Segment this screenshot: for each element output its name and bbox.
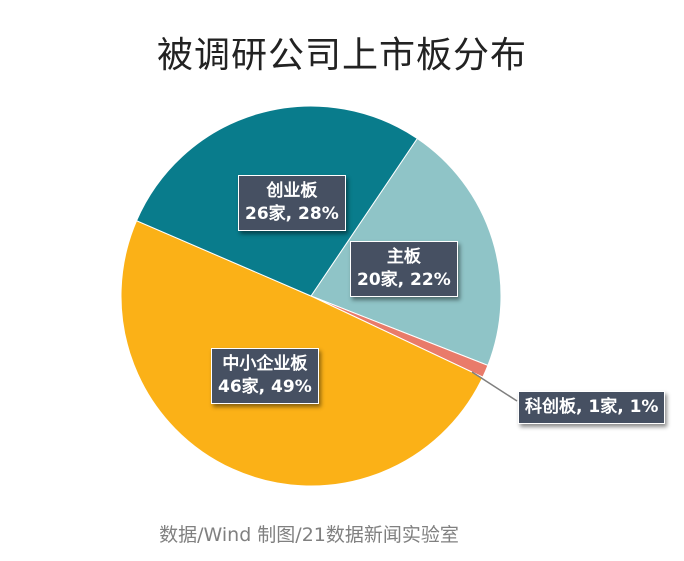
- slice-label-sme-board: 中小企业板 46家, 49%: [211, 348, 319, 404]
- source-note: 数据/Wind 制图/21数据新闻实验室: [159, 524, 459, 546]
- slice-label-main-board-line2: 20家, 22%: [357, 270, 451, 290]
- slice-label-chinext: 创业板 26家, 28%: [238, 175, 346, 231]
- slice-label-main-board: 主板 20家, 22%: [350, 241, 458, 297]
- leader-line-kechuang: [471, 371, 518, 402]
- chart-title: 被调研公司上市板分布: [156, 35, 527, 76]
- slice-label-star-market-line1: 科创板, 1家, 1%: [525, 397, 659, 417]
- slice-label-sme-board-line2: 46家, 49%: [218, 377, 312, 397]
- slice-label-chinext-line1: 创业板: [266, 181, 318, 201]
- slice-label-star-market: 科创板, 1家, 1%: [518, 391, 666, 424]
- slice-label-chinext-line2: 26家, 28%: [245, 204, 339, 224]
- slice-label-sme-board-line1: 中小企业板: [222, 354, 308, 374]
- slice-label-main-board-line1: 主板: [386, 247, 421, 267]
